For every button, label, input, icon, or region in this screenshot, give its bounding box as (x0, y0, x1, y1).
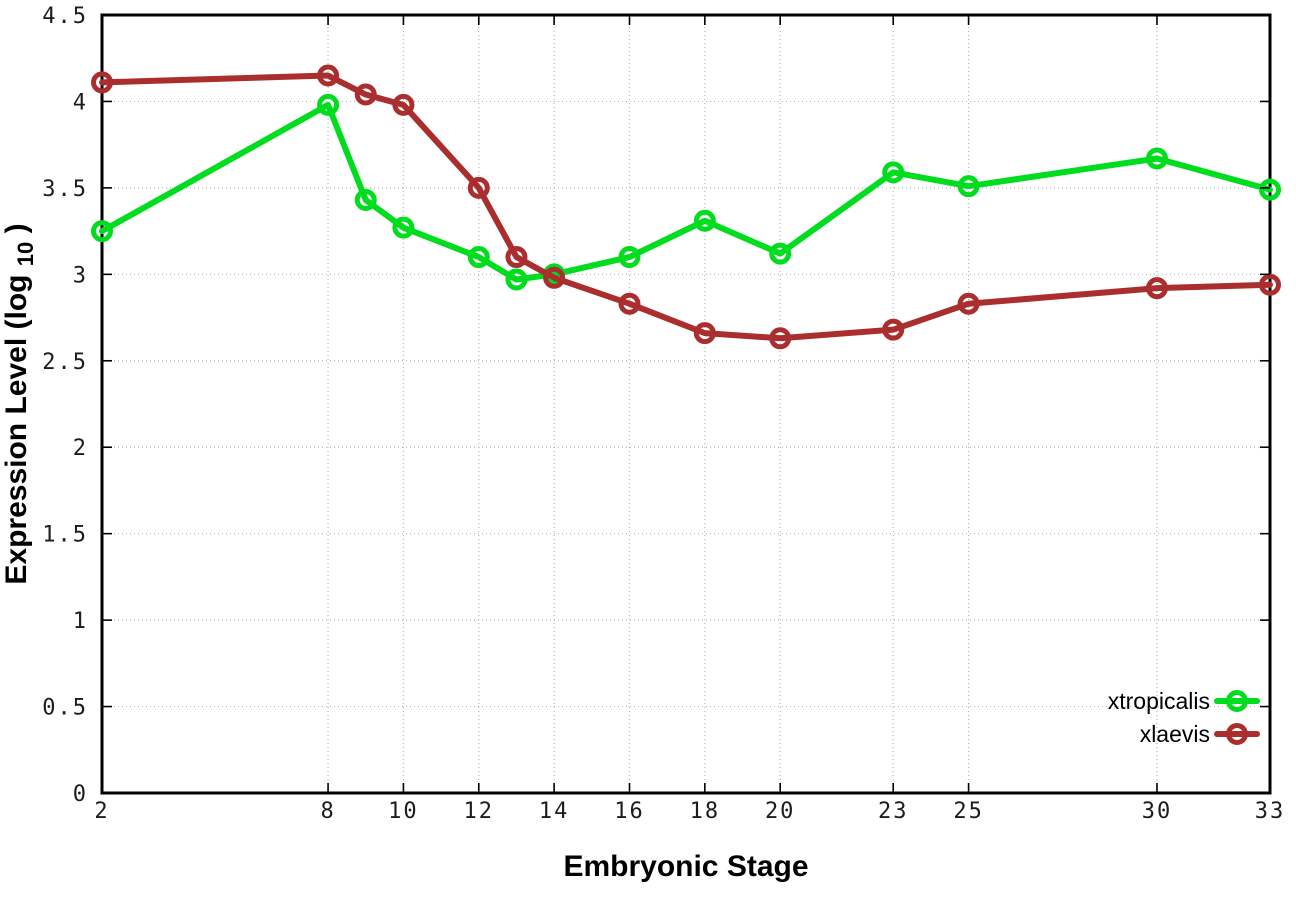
data-point-xlaevis (354, 83, 377, 106)
y-tick-label: 3 (73, 263, 88, 288)
series-line-xlaevis (99, 72, 1273, 342)
data-point-xtropicalis (1259, 178, 1281, 201)
x-tick-label: 23 (878, 799, 909, 824)
data-point-xlaevis (769, 327, 792, 350)
data-point-xlaevis (618, 292, 641, 315)
y-tick-label: 0 (73, 782, 88, 807)
data-point-xlaevis (392, 93, 415, 116)
y-axis-title-text-end: ) (0, 223, 33, 233)
y-axis-title-subscript: 10 (13, 242, 38, 266)
data-point-xlaevis (467, 176, 490, 199)
tick-labels: 2 8 10 12 14 16 18 20 23 25 30 33 0 0.5 1 1.5 2 2.5 3 3.5 4 4… (42, 4, 1286, 824)
data-point-xtropicalis (693, 209, 716, 232)
legend-marker-xtropicalis (1226, 690, 1248, 712)
gridlines (102, 15, 1270, 793)
data-point-xtropicalis (467, 246, 490, 269)
data-point-xtropicalis (91, 220, 113, 243)
x-tick-label: 18 (690, 799, 721, 824)
y-tick-label: 0.5 (42, 696, 88, 721)
data-point-xtropicalis (354, 188, 377, 211)
x-tick-label: 2 (94, 799, 109, 824)
plot-border (100, 13, 1272, 795)
y-tick-label: 3.5 (42, 177, 88, 202)
legend-label-xlaevis: xlaevis (1140, 721, 1210, 747)
y-tick-label: 1 (73, 609, 88, 634)
legend-label-xtropicalis: xtropicalis (1108, 688, 1210, 714)
y-tick-label: 4.5 (42, 4, 88, 29)
y-tick-label: 4 (73, 90, 88, 115)
data-point-xlaevis (91, 71, 113, 94)
data-point-xlaevis (882, 318, 905, 341)
x-tick-label: 10 (388, 799, 419, 824)
legend-marker-xlaevis (1226, 723, 1248, 745)
data-point-xlaevis (1259, 273, 1281, 296)
data-series (91, 64, 1281, 350)
data-point-xlaevis (317, 64, 340, 87)
data-point-xtropicalis (392, 216, 415, 239)
series-line-xtropicalis (99, 101, 1273, 283)
data-point-xlaevis (505, 246, 528, 269)
x-tick-label: 30 (1142, 799, 1173, 824)
data-point-xlaevis (957, 292, 980, 315)
x-axis-title: Embryonic Stage (563, 850, 808, 883)
data-point-xtropicalis (957, 175, 980, 198)
plot-frame (100, 13, 1272, 795)
y-axis-title: Expression Level (log 10 ) (0, 223, 40, 584)
data-point-xlaevis (693, 322, 716, 345)
data-point-xlaevis (543, 266, 566, 289)
x-tick-label: 8 (320, 799, 335, 824)
data-point-xtropicalis (505, 268, 528, 291)
y-tick-label: 2.5 (42, 350, 88, 375)
data-point-xtropicalis (317, 93, 340, 116)
y-tick-label: 2 (73, 436, 88, 461)
x-tick-label: 14 (539, 799, 570, 824)
x-tick-label: 33 (1255, 799, 1286, 824)
data-point-xtropicalis (769, 242, 792, 265)
data-point-xtropicalis (882, 161, 905, 184)
x-tick-label: 12 (464, 799, 495, 824)
x-tick-label: 25 (953, 799, 984, 824)
y-axis-title-text: Expression Level (log (0, 275, 33, 585)
axis-ticks (101, 14, 1271, 794)
x-tick-label: 20 (765, 799, 796, 824)
legend-samples (1214, 690, 1260, 745)
data-point-xlaevis (1145, 277, 1168, 300)
legend: xtropicalis xlaevis (1108, 688, 1260, 747)
y-tick-label: 1.5 (42, 523, 88, 548)
data-point-xtropicalis (1145, 147, 1168, 170)
data-point-xtropicalis (618, 246, 641, 269)
x-tick-label: 16 (614, 799, 645, 824)
